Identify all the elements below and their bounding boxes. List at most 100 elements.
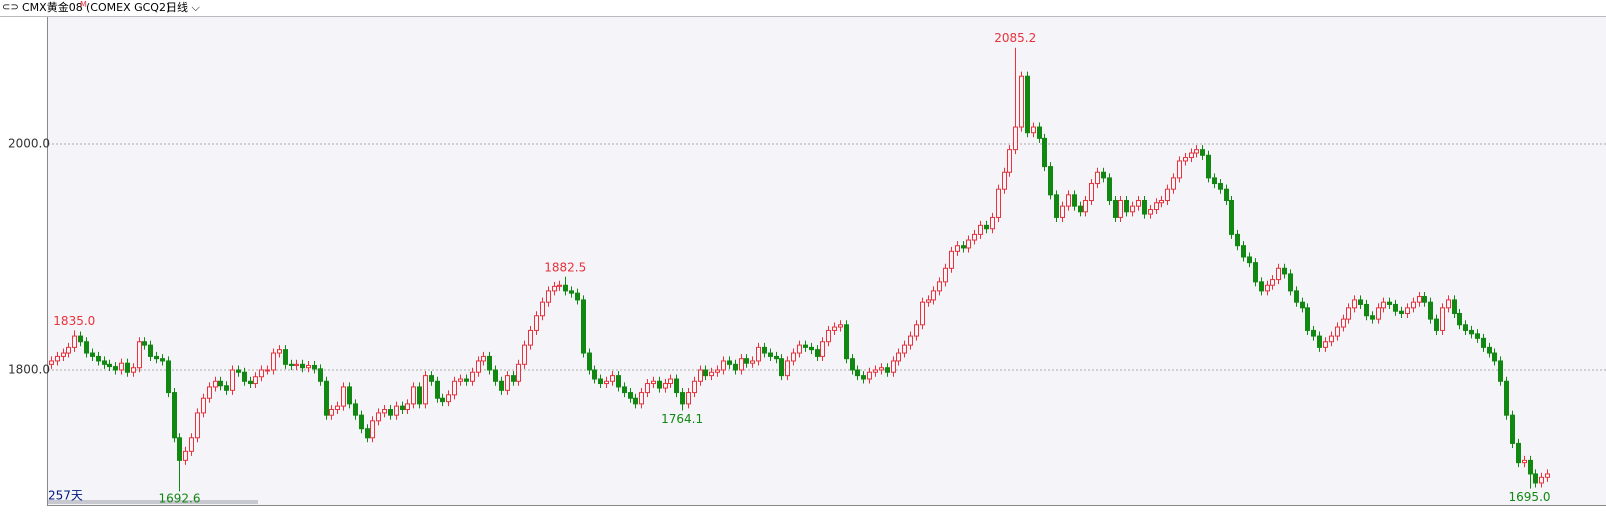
candle-body: [470, 371, 475, 382]
candle-body: [1229, 199, 1234, 235]
candle-body: [663, 383, 668, 389]
candle-body: [896, 352, 901, 362]
candle-body: [382, 409, 387, 414]
candle-body: [715, 369, 720, 373]
candle-body: [259, 369, 264, 378]
candle-body: [446, 394, 451, 403]
extreme-label: 1695.0: [1509, 490, 1551, 504]
candle-body: [1095, 171, 1100, 185]
candle-body: [277, 349, 282, 354]
candle-body: [440, 397, 445, 403]
candle-body: [481, 355, 486, 362]
candle-body: [1019, 75, 1024, 128]
candle-body: [487, 355, 492, 371]
candle-body: [236, 369, 241, 373]
candle-body: [1475, 333, 1480, 339]
candle-body: [230, 369, 235, 391]
candle-body: [1446, 299, 1451, 309]
candle-body: [505, 375, 510, 391]
candle-body: [476, 360, 481, 373]
candle-body: [674, 378, 679, 394]
candle-body: [1107, 177, 1112, 201]
candle-body: [1194, 149, 1199, 154]
candle-body: [1042, 137, 1047, 168]
candle-body: [1498, 360, 1503, 382]
candle-body: [119, 362, 124, 371]
candle-body: [563, 284, 568, 292]
candle-body: [464, 378, 469, 382]
candle-body: [429, 375, 434, 382]
candle-body: [1025, 75, 1030, 134]
candle-body: [1241, 245, 1246, 258]
candle-body: [400, 405, 405, 411]
candle-body: [125, 362, 130, 373]
candle-body: [218, 380, 223, 387]
candle-body: [1218, 183, 1223, 190]
candle-body: [850, 358, 855, 371]
candle-body: [739, 358, 744, 371]
candle-body: [657, 380, 662, 389]
period-dropdown[interactable]: 日线 ⌵: [166, 1, 200, 14]
candle-body: [587, 352, 592, 371]
candle-body: [762, 346, 767, 354]
candle-body: [207, 386, 212, 399]
candle-body: [195, 412, 200, 439]
candle-body: [645, 383, 650, 394]
candle-body: [300, 363, 305, 369]
candle-body: [493, 369, 498, 382]
candle-body: [189, 437, 194, 452]
candle-body: [1259, 281, 1264, 292]
candle-body: [914, 324, 919, 337]
symbol: CMX黄金08: [22, 1, 83, 14]
candle-body: [435, 380, 440, 399]
candle-body: [335, 405, 340, 411]
candle-body: [1171, 177, 1176, 190]
candle-body: [785, 360, 790, 377]
candle-body: [1422, 296, 1427, 303]
candle-body: [581, 299, 586, 354]
candle-body: [1148, 209, 1153, 215]
candle-body: [1048, 166, 1053, 196]
candle-body: [1481, 337, 1486, 348]
candle-body: [499, 380, 504, 391]
candle-body: [1265, 284, 1270, 292]
candle-body: [873, 369, 878, 373]
extreme-label: 1835.0: [53, 314, 95, 328]
candle-body: [721, 360, 726, 371]
candle-body: [1463, 324, 1468, 331]
candle-body: [271, 352, 276, 371]
candle-body: [253, 376, 258, 385]
candle-body: [879, 367, 884, 371]
candle-body: [289, 363, 294, 366]
candle-body: [1300, 301, 1305, 309]
candle-body: [248, 380, 253, 385]
candle-body: [943, 267, 948, 283]
candle-body: [1376, 307, 1381, 320]
candle-body: [1031, 126, 1036, 134]
candle-body: [1381, 301, 1386, 309]
candle-body: [867, 371, 872, 380]
candle-body: [1492, 352, 1497, 362]
candle-body: [341, 386, 346, 407]
candle-body: [1177, 160, 1182, 179]
candle-body: [592, 369, 597, 380]
extreme-label: 2085.2: [994, 31, 1036, 45]
candle-body: [1247, 256, 1252, 264]
candle-body: [955, 245, 960, 252]
candle-body: [1417, 296, 1422, 303]
candle-body: [832, 326, 837, 331]
symbol-marker: M: [80, 0, 87, 9]
candle-body: [1311, 329, 1316, 337]
candle-body: [639, 392, 644, 405]
candle-body: [522, 344, 527, 365]
candle-body: [633, 397, 638, 405]
candle-body: [405, 403, 410, 411]
candle-body: [1434, 318, 1439, 331]
candle-body: [966, 239, 971, 249]
candle-body: [1183, 157, 1188, 162]
scroll-bar[interactable]: [48, 500, 258, 504]
candle-body: [949, 250, 954, 269]
candle-body: [294, 363, 299, 366]
candle-body: [318, 368, 323, 382]
candle-body: [1142, 199, 1147, 215]
